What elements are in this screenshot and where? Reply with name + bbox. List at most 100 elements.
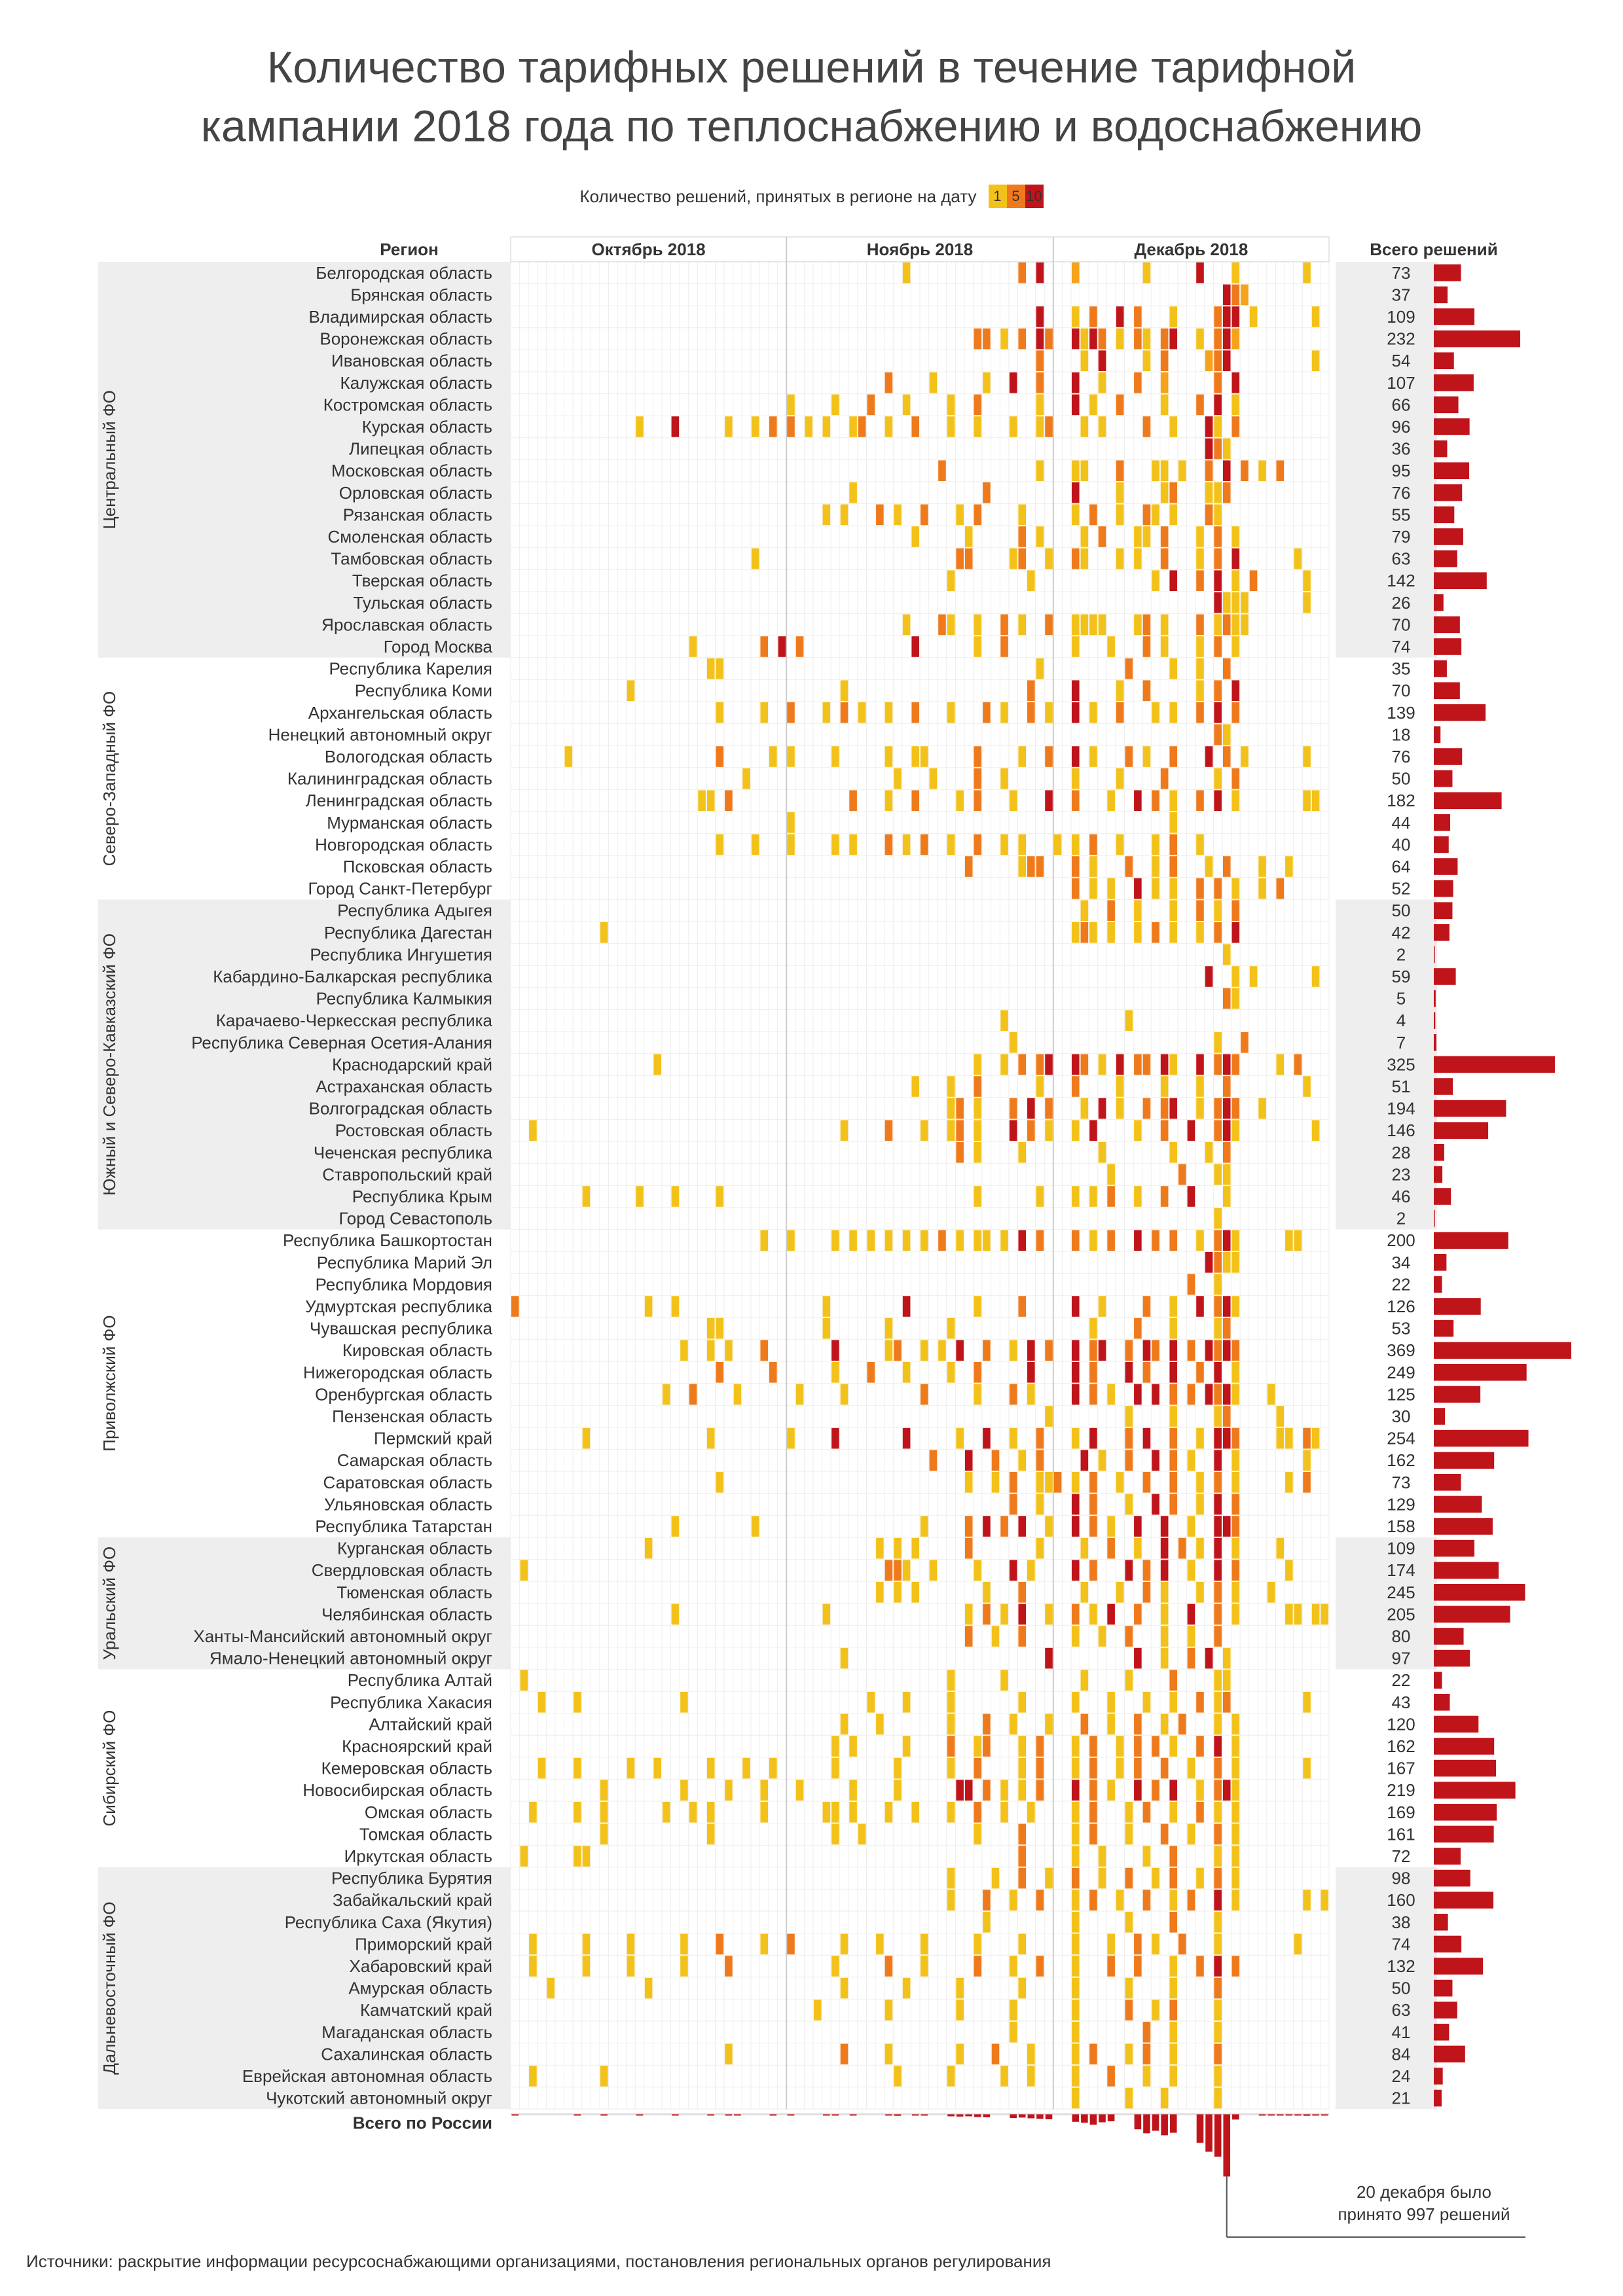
- heat-cell: [983, 1912, 991, 1933]
- heat-cell: [1009, 1956, 1017, 1977]
- national-bar: [965, 2114, 973, 2117]
- heat-cell: [1071, 1890, 1080, 1910]
- heat-cell: [1214, 1582, 1222, 1603]
- heat-cell: [600, 922, 608, 943]
- heat-cell: [787, 1427, 795, 1449]
- heat-cell: [849, 1780, 857, 1801]
- district-band: [98, 899, 511, 1230]
- heat-cell: [706, 1802, 715, 1823]
- heat-cell: [1214, 1846, 1222, 1867]
- heat-cell: [769, 416, 777, 437]
- heat-cell: [653, 1054, 661, 1075]
- heat-cell: [1187, 1647, 1195, 1669]
- heat-cell: [653, 1757, 661, 1779]
- heat-cell: [1187, 1384, 1195, 1405]
- heat-cell: [894, 1582, 902, 1603]
- heat-cell: [636, 416, 644, 437]
- heat-cell: [1231, 1823, 1240, 1845]
- region-label: Амурская область: [348, 1979, 492, 1998]
- heat-cell: [716, 834, 724, 855]
- region-total: 24: [1392, 2066, 1411, 2086]
- heat-cell: [600, 1823, 608, 1845]
- national-bar: [1027, 2114, 1035, 2119]
- heat-cell: [858, 416, 866, 437]
- region-label: Магаданская область: [321, 2022, 492, 2042]
- heat-cell: [1080, 526, 1089, 547]
- region-total: 74: [1392, 1934, 1411, 1954]
- peak-annotation-line: 20 декабря было: [1356, 2182, 1492, 2202]
- heat-cell: [1303, 1450, 1311, 1471]
- heat-cell: [1187, 1604, 1195, 1625]
- heat-cell: [1142, 1098, 1151, 1119]
- heat-cell: [538, 1692, 546, 1713]
- heat-cell: [1089, 328, 1097, 350]
- region-total-bar: [1434, 1210, 1435, 1227]
- heat-cell: [1071, 394, 1080, 416]
- heat-cell: [1018, 1692, 1027, 1713]
- region-label: Кабардино-Балкарская республика: [213, 967, 492, 986]
- heat-cell: [1178, 1933, 1186, 1955]
- heat-cell: [1222, 988, 1231, 1009]
- heat-cell: [1196, 526, 1204, 547]
- heat-cell: [1009, 1427, 1017, 1449]
- region-total: 37: [1392, 285, 1411, 304]
- heat-cell: [1169, 504, 1178, 526]
- heat-cell: [1071, 1977, 1080, 1999]
- heat-cell: [947, 1890, 955, 1910]
- heat-cell: [1222, 1427, 1231, 1449]
- national-bar: [1303, 2114, 1311, 2116]
- heat-cell: [1134, 1956, 1142, 1977]
- heat-cell: [902, 394, 911, 416]
- national-bar: [725, 2114, 733, 2116]
- national-bar: [849, 2114, 857, 2116]
- heat-cell: [884, 1956, 893, 1977]
- heat-cell: [1187, 1823, 1195, 1845]
- heat-cell: [1018, 1230, 1027, 1251]
- heat-cell: [1045, 1472, 1053, 1493]
- region-label: Камчатский край: [360, 2000, 492, 2020]
- region-label: Чувашская республика: [310, 1319, 493, 1338]
- heat-cell: [1231, 592, 1240, 613]
- heat-cell: [1214, 1340, 1222, 1361]
- region-label: Ненецкий автономный округ: [268, 725, 492, 744]
- heat-cell: [983, 1582, 991, 1603]
- region-total: 142: [1387, 571, 1415, 590]
- heat-cell: [1107, 636, 1115, 657]
- heat-cell: [1267, 1384, 1275, 1405]
- region-label: Белгородская область: [316, 263, 492, 283]
- region-total-bar: [1434, 1034, 1436, 1051]
- district-band-total: [1336, 1867, 1437, 2109]
- region-total: 232: [1387, 329, 1415, 349]
- heat-cell: [947, 614, 955, 636]
- national-bar: [894, 2114, 902, 2116]
- heat-cell: [1276, 1537, 1285, 1559]
- heat-cell: [1169, 1780, 1178, 1801]
- heat-cell: [1071, 1846, 1080, 1867]
- heat-cell: [921, 1340, 928, 1361]
- heat-cell: [1107, 1713, 1115, 1735]
- heat-cell: [902, 614, 911, 636]
- heat-cell: [787, 746, 795, 767]
- region-total-bar: [1434, 1518, 1493, 1535]
- region-total: 254: [1387, 1429, 1415, 1448]
- national-bar: [1099, 2114, 1106, 2123]
- heat-cell: [1249, 306, 1258, 327]
- heat-cell: [1045, 702, 1053, 723]
- heat-cell: [1205, 1142, 1213, 1163]
- region-total: 40: [1392, 834, 1411, 854]
- heat-cell: [1205, 504, 1213, 526]
- heat-cell: [956, 548, 964, 569]
- region-total-bar: [1434, 308, 1475, 325]
- heat-cell: [1196, 922, 1204, 943]
- region-total: 107: [1387, 373, 1415, 393]
- heat-cell: [974, 636, 982, 657]
- heat-cell: [680, 1933, 688, 1955]
- heat-cell: [1134, 372, 1142, 393]
- heat-cell: [1134, 878, 1142, 899]
- region-label: Город Севастополь: [338, 1209, 492, 1229]
- region-total-bar: [1434, 1122, 1489, 1139]
- heat-cell: [716, 658, 724, 679]
- region-total: 38: [1392, 1912, 1411, 1932]
- heat-cell: [1231, 1340, 1240, 1361]
- heat-cell: [1018, 1054, 1027, 1075]
